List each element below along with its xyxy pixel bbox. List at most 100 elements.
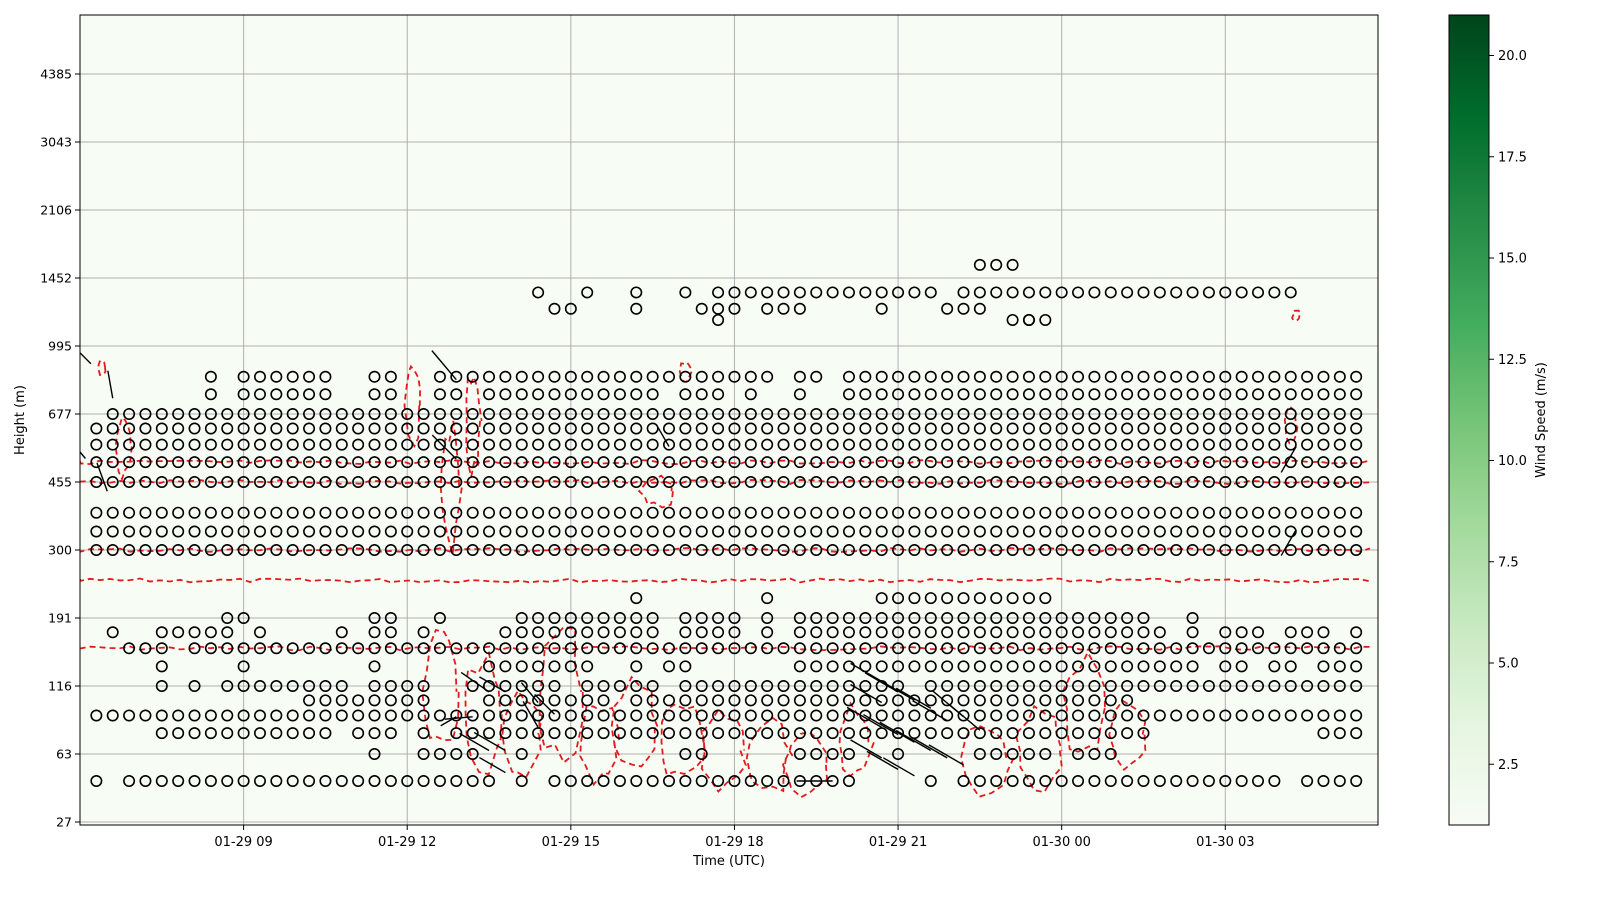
calm-circle (990, 475, 1003, 488)
calm-circle (859, 422, 872, 435)
calm-circle (532, 543, 545, 556)
calm-circle (221, 506, 234, 519)
calm-circle (172, 543, 185, 556)
calm-circle (679, 747, 692, 760)
calm-circle (581, 525, 594, 538)
calm-circle (712, 775, 725, 788)
calm-circle (842, 422, 855, 435)
calm-circle (515, 506, 528, 519)
calm-circle (1219, 709, 1232, 722)
x-axis-ticks: 01-29 09 01-29 12 01-29 15 01-29 18 01-29 21… (214, 825, 1255, 850)
calm-circle (1170, 543, 1183, 556)
calm-circle (515, 679, 528, 692)
x-tick-label: 01-29 21 (869, 835, 927, 850)
calm-circle (613, 727, 626, 740)
calm-circle (1088, 709, 1101, 722)
calm-circle (1350, 422, 1363, 435)
calm-circle (842, 388, 855, 401)
calm-circle (1284, 422, 1297, 435)
calm-circle (1219, 456, 1232, 469)
calm-circle (875, 525, 888, 538)
calm-circle (188, 506, 201, 519)
calm-circle (581, 456, 594, 469)
calm-circle (450, 642, 463, 655)
calm-circle (695, 709, 708, 722)
calm-circle (973, 302, 986, 315)
calm-circle (1022, 407, 1035, 420)
calm-circle (1202, 456, 1215, 469)
calm-circle (859, 456, 872, 469)
wind-barb (473, 731, 506, 752)
calm-circle (777, 422, 790, 435)
calm-circle (1317, 370, 1330, 383)
calm-circle (810, 286, 823, 299)
calm-circle (924, 388, 937, 401)
calm-circle (957, 286, 970, 299)
calm-circle (90, 456, 103, 469)
calm-circle (1170, 660, 1183, 673)
calm-circle (728, 438, 741, 451)
calm-circle (744, 506, 757, 519)
calm-circle (483, 525, 496, 538)
calm-circle (793, 456, 806, 469)
x-tick-label: 01-30 03 (1196, 835, 1254, 850)
calm-circle (597, 388, 610, 401)
wind-barb (459, 732, 490, 752)
calm-circle (1006, 506, 1019, 519)
calm-circle (1104, 747, 1117, 760)
calm-circle (663, 775, 676, 788)
calm-circle (728, 679, 741, 692)
colorbar-tick-label: 12.5 (1498, 353, 1527, 368)
calm-circle (695, 506, 708, 519)
calm-circle (368, 775, 381, 788)
calm-circle (286, 438, 299, 451)
calm-circle (973, 626, 986, 639)
calm-circle (106, 438, 119, 451)
calm-circle (466, 456, 479, 469)
calm-circle (712, 302, 725, 315)
calm-circle (630, 388, 643, 401)
calm-circle (286, 679, 299, 692)
calm-circle (188, 626, 201, 639)
calm-circle (188, 775, 201, 788)
calm-circle (1317, 660, 1330, 673)
calm-circle (1284, 407, 1297, 420)
calm-circle (172, 438, 185, 451)
calm-circle (1235, 438, 1248, 451)
calm-circle (908, 286, 921, 299)
calm-circle (1137, 525, 1150, 538)
calm-circle (1252, 407, 1265, 420)
calm-circle (433, 370, 446, 383)
calm-circle (1137, 679, 1150, 692)
calm-circle (1055, 626, 1068, 639)
calm-circle (1268, 642, 1281, 655)
calm-circle (581, 286, 594, 299)
calm-circle (319, 543, 332, 556)
calm-circle (630, 302, 643, 315)
calm-circle (1350, 626, 1363, 639)
calm-circle (1104, 438, 1117, 451)
plot-frame (79, 14, 1379, 826)
calm-circle (1104, 286, 1117, 299)
calm-circle (1235, 709, 1248, 722)
calm-circle (1039, 592, 1052, 605)
calm-circle (221, 475, 234, 488)
calm-circle (875, 456, 888, 469)
calm-circle (352, 642, 365, 655)
calm-circle (532, 626, 545, 639)
calm-circle (728, 525, 741, 538)
calm-circle (286, 475, 299, 488)
calm-circle (450, 456, 463, 469)
wind-barb (879, 721, 915, 743)
wind-barb (460, 671, 490, 693)
calm-circle (1301, 679, 1314, 692)
calm-circle (303, 694, 316, 707)
calm-circle (1022, 475, 1035, 488)
calm-circle (303, 407, 316, 420)
calm-circle (548, 611, 561, 624)
y-tick-label: 455 (48, 475, 72, 490)
calm-circle (941, 388, 954, 401)
calm-circle (613, 543, 626, 556)
calm-circle (188, 422, 201, 435)
calm-circle (1088, 407, 1101, 420)
